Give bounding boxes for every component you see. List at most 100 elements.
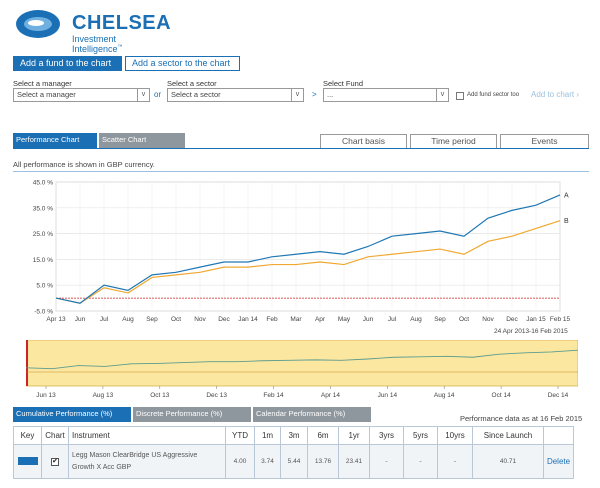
fund-label: Select Fund (323, 79, 364, 88)
navigator-tick-label: Dec 14 (548, 392, 569, 399)
x-tick-label: Dec (218, 316, 230, 323)
col-3m: 3m (280, 426, 308, 445)
y-tick-label: 5.0 % (36, 283, 53, 290)
x-tick-label: Jul (388, 316, 397, 323)
navigator-series-line (26, 349, 578, 370)
sector-select[interactable]: Select a sector v (167, 88, 304, 102)
5yrs-value: - (403, 444, 438, 479)
manager-label: Select a manager (13, 79, 72, 88)
navigator-tick-label: Oct 13 (150, 392, 170, 399)
navigator-tick-label: Apr 14 (321, 392, 341, 399)
fund-select[interactable]: ... v (323, 88, 449, 102)
col-action (543, 426, 574, 445)
chart-checkbox[interactable]: ✔ (51, 457, 59, 466)
delete-cell: Delete (543, 444, 574, 479)
x-tick-label: Sep (146, 316, 158, 323)
key-cell (13, 444, 42, 479)
since-launch-value: 40.71 (472, 444, 544, 479)
1m-value: 3.74 (254, 444, 281, 479)
tab-discrete-performance[interactable]: Discrete Performance (%) (133, 407, 251, 422)
brand-name: CHELSEA (72, 12, 172, 34)
delete-button[interactable]: Delete (546, 457, 571, 466)
navigator-tick-label: Dec 13 (206, 392, 227, 399)
series-label-a: A (564, 192, 569, 199)
instrument-name-line2: Growth X Acc GBP (72, 463, 132, 471)
x-tick-label: Jan 14 (238, 316, 258, 323)
instrument-cell[interactable]: Legg Mason ClearBridge US Aggressive Gro… (68, 444, 226, 479)
x-tick-label: Sep (434, 316, 446, 323)
add-sector-tab[interactable]: Add a sector to the chart (125, 56, 240, 71)
or-text: or (154, 90, 162, 99)
performance-table: Key Chart Instrument YTD 1m 3m 6m 1yr 3y… (13, 426, 574, 479)
x-tick-label: Jan 15 (526, 316, 546, 323)
x-tick-label: Nov (194, 316, 206, 323)
x-tick-label: May (338, 316, 351, 323)
col-key: Key (13, 426, 42, 445)
x-tick-label: Oct (459, 316, 469, 323)
y-tick-label: 35.0 % (33, 205, 53, 212)
tab-underline (13, 148, 589, 149)
col-chart: Chart (41, 426, 69, 445)
manager-select[interactable]: Select a manager v (13, 88, 150, 102)
col-instrument: Instrument (68, 426, 226, 445)
3yrs-value: - (369, 444, 404, 479)
chevron-down-icon: v (436, 89, 448, 101)
fund-select-value: ... (327, 90, 334, 99)
col-since-launch: Since Launch (472, 426, 544, 445)
y-tick-label: -5.0 % (34, 309, 53, 316)
sector-label: Select a sector (167, 79, 217, 88)
x-tick-label: Jun (75, 316, 86, 323)
x-tick-label: Apr 13 (46, 316, 66, 323)
arrow-text: > (312, 90, 317, 99)
plot-area (55, 181, 561, 312)
x-tick-label: Feb 15 (550, 316, 571, 323)
col-1yr: 1yr (338, 426, 370, 445)
y-tick-label: 15.0 % (33, 257, 53, 264)
add-sector-checkbox[interactable] (456, 92, 464, 100)
col-3yrs: 3yrs (369, 426, 404, 445)
x-tick-label: Aug (410, 316, 422, 323)
chart-basis-button[interactable]: Chart basis (320, 134, 407, 149)
navigator-tick-label: Feb 14 (263, 392, 284, 399)
1yr-value: 23.41 (338, 444, 370, 479)
col-10yrs: 10yrs (437, 426, 473, 445)
x-tick-label: Oct (171, 316, 181, 323)
3m-value: 5.44 (280, 444, 308, 479)
chevron-down-icon: v (137, 89, 149, 101)
add-to-chart-link[interactable]: Add to chart › (531, 90, 580, 99)
chart-navigator[interactable]: Jun 13 Aug 13 Oct 13 Dec 13 Feb 14 Apr 14 Jun … (26, 340, 578, 402)
add-sector-label: Add fund sector too (467, 92, 520, 98)
tab-cumulative-performance[interactable]: Cumulative Performance (%) (13, 407, 131, 422)
navigator-tick-label: Jun 13 (36, 392, 56, 399)
6m-value: 13.76 (307, 444, 339, 479)
table-header-row: Key Chart Instrument YTD 1m 3m 6m 1yr 3y… (13, 426, 574, 445)
time-period-button[interactable]: Time period (410, 134, 497, 149)
y-tick-label: 45.0 % (33, 180, 53, 187)
chart-date-range: 24 Apr 2013-16 Feb 2015 (494, 328, 568, 335)
tab-scatter-chart[interactable]: Scatter Chart (99, 133, 185, 148)
col-ytd: YTD (225, 426, 255, 445)
add-fund-tab[interactable]: Add a fund to the chart (13, 56, 122, 71)
tab-calendar-performance[interactable]: Calendar Performance (%) (253, 407, 371, 422)
navigator-tick-label: Aug 14 (434, 392, 455, 399)
chelsea-logo-icon (16, 10, 60, 38)
10yrs-value: - (437, 444, 473, 479)
x-tick-label: Apr (315, 316, 326, 323)
x-tick-label: Aug (122, 316, 134, 323)
navigator-tick-label: Oct 14 (492, 392, 512, 399)
tab-performance-chart[interactable]: Performance Chart (13, 133, 97, 148)
table-row: ✔ Legg Mason ClearBridge US Aggressive G… (13, 444, 574, 479)
col-5yrs: 5yrs (403, 426, 438, 445)
currency-note: All performance is shown in GBP currency… (13, 160, 155, 169)
events-button[interactable]: Events (500, 134, 589, 149)
series-label-b: B (564, 218, 569, 225)
chelsea-logo[interactable]: CHELSEA Investment Intelligence™ (14, 6, 171, 54)
brand-tagline: Investment Intelligence™ (72, 34, 123, 54)
col-6m: 6m (307, 426, 339, 445)
x-tick-label: Feb (266, 316, 278, 323)
divider (13, 171, 589, 172)
ytd-value: 4.00 (225, 444, 255, 479)
x-tick-label: Jul (100, 316, 109, 323)
x-tick-label: Mar (290, 316, 302, 323)
performance-chart[interactable]: 45.0 % 35.0 % 25.0 % 15.0 % 5.0 % -5.0 %Apr 1… (0, 172, 600, 340)
